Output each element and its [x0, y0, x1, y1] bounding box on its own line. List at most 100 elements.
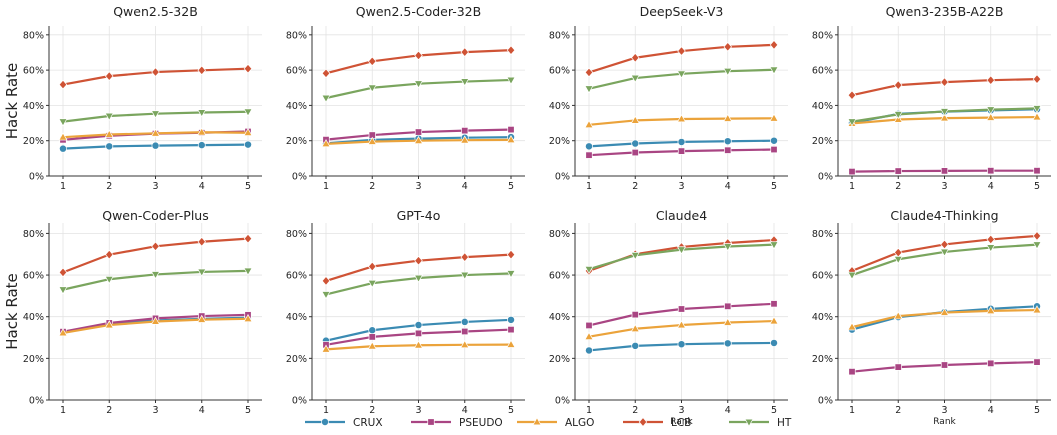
x-axis-label: Rank — [670, 417, 693, 427]
y-tick-label: 0% — [555, 172, 570, 183]
y-tick-label: 60% — [286, 66, 307, 77]
y-tick-label: 80% — [812, 229, 833, 240]
data-point — [677, 137, 686, 146]
data-point — [197, 109, 207, 118]
data-point — [367, 136, 377, 145]
data-point — [244, 140, 252, 149]
series-ht — [321, 76, 516, 103]
data-point — [585, 151, 593, 159]
data-point — [769, 316, 779, 325]
chart-panel-2: 0% 20% 40% 60% 80% 1 2 3 4 5 Qwen2.5-Coder-32B — [286, 4, 525, 192]
data-point — [197, 236, 206, 247]
legend-item-lcb: LCB — [623, 417, 691, 429]
data-point — [987, 167, 995, 175]
series-algo — [847, 305, 1042, 331]
x-tick-label: 5 — [245, 405, 251, 416]
data-point — [939, 113, 950, 122]
series-pseudo — [848, 358, 1041, 376]
x-tick-label: 3 — [415, 181, 421, 192]
y-tick-label: 0% — [29, 172, 44, 183]
data-point — [677, 340, 686, 349]
data-point — [940, 361, 949, 369]
data-point — [770, 136, 778, 145]
panel-title: Claude4 — [656, 208, 707, 223]
legend-item-crux: CRUX — [305, 417, 383, 429]
data-point — [1032, 231, 1042, 241]
series-algo — [584, 316, 779, 340]
data-point — [848, 368, 856, 376]
data-point — [368, 326, 377, 335]
data-point — [460, 135, 470, 144]
data-point — [939, 108, 950, 117]
series-crux — [585, 136, 778, 151]
legend-label: HT — [777, 417, 792, 429]
x-tick-label: 4 — [199, 181, 205, 192]
data-point — [630, 323, 640, 333]
y-tick-label: 0% — [818, 172, 833, 183]
legend-marker — [744, 418, 754, 427]
data-point — [986, 244, 996, 253]
data-point — [723, 317, 733, 326]
data-point — [631, 52, 640, 63]
data-point — [507, 326, 515, 334]
legend-label: ALGO — [565, 417, 594, 429]
x-tick-label: 2 — [106, 181, 112, 192]
x-tick-label: 5 — [508, 405, 514, 416]
data-point — [150, 110, 161, 119]
data-point — [584, 119, 594, 129]
data-point — [104, 275, 114, 285]
data-point — [506, 76, 516, 85]
data-point — [677, 46, 686, 56]
panel-title: Qwen2.5-32B — [113, 4, 198, 19]
data-point — [584, 265, 594, 275]
legend-marker — [321, 418, 329, 426]
x-tick-label: 1 — [586, 181, 592, 192]
data-point — [584, 331, 594, 340]
series-ht — [847, 241, 1042, 280]
x-tick-label: 5 — [245, 181, 251, 192]
chart-panel-5: 0% 20% 40% 60% 80% 1 2 3 4 5 Qwen-Coder-Plus Hack R… — [3, 208, 262, 416]
chart-panel-1: 0% 20% 40% 60% 80% 1 2 3 4 5 Qwen2.5-32B Hack Rate — [3, 4, 262, 192]
x-tick-label: 3 — [678, 181, 684, 192]
panel-title: Qwen2.5-Coder-32B — [356, 4, 481, 19]
y-tick-label: 80% — [549, 30, 570, 41]
series-ht — [584, 66, 779, 94]
data-point — [585, 321, 593, 330]
data-point — [243, 313, 253, 323]
data-point — [368, 56, 377, 67]
data-point — [460, 78, 470, 87]
panel-title: DeepSeek-V3 — [640, 4, 724, 19]
data-point — [847, 90, 857, 101]
data-point — [414, 321, 423, 329]
y-tick-label: 60% — [23, 66, 44, 77]
data-point — [677, 305, 686, 313]
legend-item-ht: HT — [729, 417, 792, 429]
y-tick-label: 0% — [818, 396, 833, 407]
x-tick-label: 4 — [725, 181, 731, 192]
legend-item-pseudo: PSEUDO — [411, 417, 503, 429]
data-point — [1032, 241, 1042, 250]
data-point — [321, 276, 331, 286]
data-point — [1032, 305, 1042, 314]
data-point — [769, 40, 779, 50]
series-lcb — [58, 63, 253, 90]
x-tick-label: 5 — [771, 405, 777, 416]
data-point — [584, 85, 594, 94]
data-point — [197, 141, 206, 150]
y-tick-label: 80% — [812, 30, 833, 41]
y-tick-label: 40% — [286, 312, 307, 323]
y-tick-label: 60% — [812, 271, 833, 282]
x-tick-label: 1 — [849, 181, 855, 192]
x-tick-label: 4 — [725, 405, 731, 416]
series-lcb — [321, 45, 516, 79]
y-tick-label: 20% — [286, 354, 307, 365]
y-tick-label: 40% — [23, 312, 44, 323]
data-point — [105, 142, 114, 151]
data-point — [321, 139, 331, 148]
data-point — [631, 311, 639, 319]
series-pseudo — [585, 300, 778, 330]
series-algo — [58, 313, 253, 337]
y-tick-label: 80% — [23, 229, 44, 240]
legend-label: LCB — [671, 417, 691, 429]
